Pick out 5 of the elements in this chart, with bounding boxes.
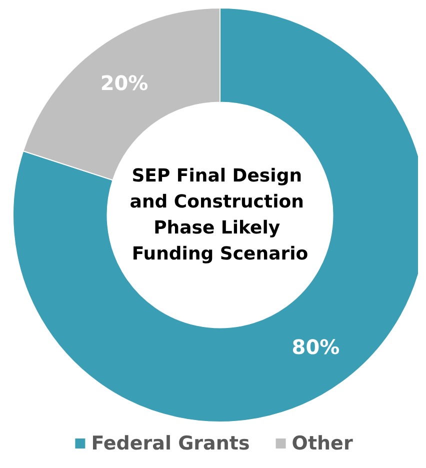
legend-label: Other — [292, 432, 354, 454]
legend-label: Federal Grants — [91, 432, 250, 454]
data-label: 80% — [292, 334, 340, 359]
data-label: 20% — [100, 71, 148, 96]
text: SEP Final Design and Construction Phase Likely Funding Scenario — [130, 166, 310, 264]
